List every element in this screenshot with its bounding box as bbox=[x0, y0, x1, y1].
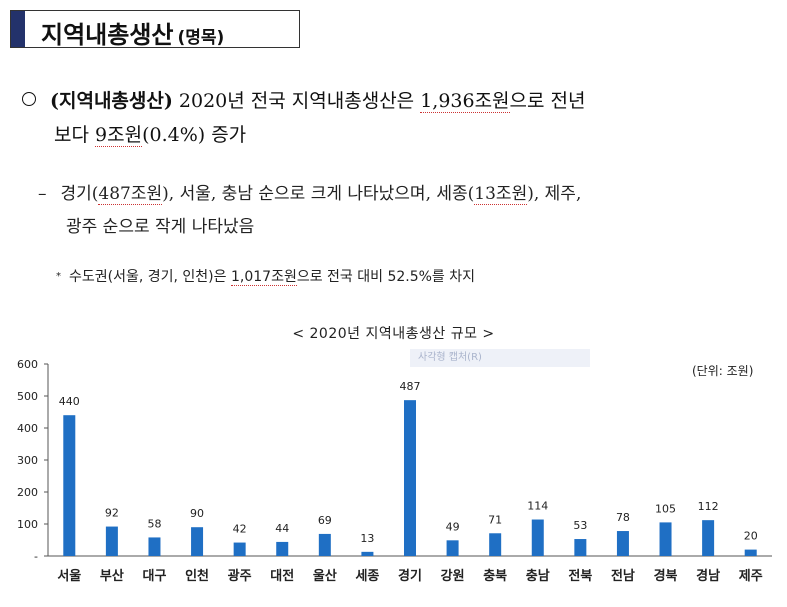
detail-text-1: 경기( bbox=[60, 184, 99, 204]
data-labels-group: 440 92 58 90 42 44 69 13 487 49 71 114 53 78 105 112 20 bbox=[59, 380, 758, 545]
y-tick-label: 500 bbox=[17, 390, 38, 403]
bar-16 bbox=[744, 549, 757, 556]
x-tick-label: 서울 bbox=[57, 568, 81, 584]
bar-2 bbox=[148, 537, 161, 556]
detail-bullet: – 경기(487조원), 서울, 충남 순으로 크게 나타났으며, 세종(13조원… bbox=[38, 178, 783, 244]
section-title: 지역내총생산 (명목) bbox=[41, 15, 224, 50]
y-axis: - 100 200 300 400 500 600 bbox=[17, 358, 772, 563]
bar-9 bbox=[446, 540, 459, 556]
summary-text-2: 으로 전년 bbox=[509, 90, 586, 112]
x-tick-label: 대구 bbox=[143, 569, 167, 584]
bar-8 bbox=[404, 400, 416, 556]
bar-11 bbox=[531, 519, 544, 556]
bar-3 bbox=[191, 527, 204, 556]
footnote-star: * bbox=[56, 271, 61, 282]
y-tick-label: 300 bbox=[17, 454, 38, 467]
data-label: 49 bbox=[446, 520, 460, 533]
bar-15 bbox=[702, 520, 715, 556]
x-tick-label: 울산 bbox=[313, 568, 337, 584]
footnote-value: 1,017조원 bbox=[230, 269, 297, 286]
x-tick-label: 경남 bbox=[696, 568, 720, 584]
section-title-box: 지역내총생산 (명목) bbox=[10, 10, 300, 50]
y-tick-label: 200 bbox=[17, 486, 38, 499]
summary-line-2: 보다 9조원(0.4%) 증가 bbox=[22, 118, 782, 152]
summary-line-1: (지역내총생산) 2020년 전국 지역내총생산은 1,936조원으로 전년 bbox=[22, 84, 782, 118]
footnote-text-2: 으로 전국 대비 52.5%를 차지 bbox=[296, 269, 476, 285]
bar-7 bbox=[361, 551, 374, 556]
summary-lead: (지역내총생산) bbox=[50, 90, 173, 112]
bar-1 bbox=[105, 526, 118, 556]
summary-value-total: 1,936조원 bbox=[420, 90, 510, 113]
bar-chart: - 100 200 300 400 500 600 440 92 58 90 42 44 69 13 487… bbox=[17, 358, 772, 584]
detail-text-2: ), 서울, 충남 순으로 크게 나타났으며, 세종( bbox=[162, 184, 475, 204]
y-tick-label: 600 bbox=[17, 358, 38, 371]
dash-bullet: – bbox=[38, 184, 47, 204]
data-label: 112 bbox=[698, 500, 719, 513]
data-label: 71 bbox=[488, 513, 502, 526]
bar-0 bbox=[63, 415, 76, 556]
detail-value-gyeonggi: 487조원 bbox=[98, 184, 163, 205]
bar-12 bbox=[574, 539, 587, 556]
x-tick-label: 경기 bbox=[398, 568, 422, 584]
title-main: 지역내총생산 bbox=[41, 21, 174, 49]
x-axis-ticks: 서울 부산 대구 인천 광주 대전 울산 세종 경기 강원 충북 충남 전북 전남 경북 경남 제주 bbox=[57, 568, 762, 584]
x-tick-label: 전남 bbox=[611, 568, 635, 584]
data-label: 90 bbox=[190, 507, 204, 520]
x-tick-label: 전북 bbox=[568, 568, 592, 584]
title-subtitle: (명목) bbox=[177, 28, 225, 48]
data-label: 58 bbox=[147, 517, 161, 530]
bar-13 bbox=[616, 531, 629, 556]
footnote-text-1: 수도권(서울, 경기, 인천)은 bbox=[69, 269, 231, 285]
data-label: 20 bbox=[744, 530, 758, 543]
data-label: 42 bbox=[233, 523, 247, 536]
summary-text-1: 2020년 전국 지역내총생산은 bbox=[172, 90, 421, 112]
y-tick-label: 100 bbox=[17, 518, 38, 531]
data-label: 53 bbox=[573, 519, 587, 532]
summary-value-change: 9조원 bbox=[95, 124, 143, 147]
title-accent-bar bbox=[11, 11, 25, 47]
x-tick-label: 충남 bbox=[526, 568, 550, 584]
summary-text-4: (0.4%) 증가 bbox=[142, 124, 247, 146]
data-label: 487 bbox=[400, 380, 421, 393]
capture-watermark: 사각형 캡처(R) bbox=[410, 349, 590, 367]
detail-value-sejong: 13조원 bbox=[474, 184, 528, 205]
bars-group bbox=[63, 400, 757, 556]
x-tick-label: 부산 bbox=[100, 568, 124, 584]
y-tick-label: - bbox=[34, 550, 38, 563]
data-label: 440 bbox=[59, 395, 80, 408]
bar-4 bbox=[233, 542, 246, 556]
summary-text-3: 보다 bbox=[54, 124, 95, 146]
circle-bullet-icon bbox=[22, 92, 36, 106]
data-label: 13 bbox=[360, 532, 374, 545]
bar-6 bbox=[318, 533, 331, 556]
x-tick-label: 세종 bbox=[355, 569, 379, 584]
x-tick-label: 충북 bbox=[483, 568, 507, 584]
data-label: 114 bbox=[527, 500, 548, 513]
bar-10 bbox=[489, 533, 502, 556]
data-label: 92 bbox=[105, 507, 119, 520]
x-tick-label: 강원 bbox=[441, 568, 465, 584]
data-label: 44 bbox=[275, 522, 289, 535]
x-tick-label: 대전 bbox=[270, 568, 294, 584]
x-tick-label: 인천 bbox=[185, 568, 209, 584]
x-tick-label: 제주 bbox=[739, 569, 763, 584]
summary-bullet: (지역내총생산) 2020년 전국 지역내총생산은 1,936조원으로 전년 보… bbox=[22, 84, 782, 152]
data-label: 78 bbox=[616, 511, 630, 524]
footnote: * 수도권(서울, 경기, 인천)은 1,017조원으로 전국 대비 52.5%를… bbox=[56, 266, 475, 286]
detail-text-3: ), 제주, bbox=[527, 184, 582, 204]
y-tick-label: 400 bbox=[17, 422, 38, 435]
detail-line-1: – 경기(487조원), 서울, 충남 순으로 크게 나타났으며, 세종(13조원… bbox=[38, 178, 783, 211]
x-tick-label: 광주 bbox=[228, 569, 252, 584]
chart-title: < 2020년 지역내총생산 규모 > bbox=[292, 326, 495, 342]
data-label: 69 bbox=[318, 514, 332, 527]
data-label: 105 bbox=[655, 502, 676, 515]
chart-unit-label: (단위: 조원) bbox=[692, 364, 754, 378]
detail-line-2: 광주 순으로 작게 나타났음 bbox=[66, 217, 255, 237]
x-tick-label: 경북 bbox=[654, 568, 678, 584]
bar-5 bbox=[276, 541, 289, 556]
bar-14 bbox=[659, 522, 672, 556]
